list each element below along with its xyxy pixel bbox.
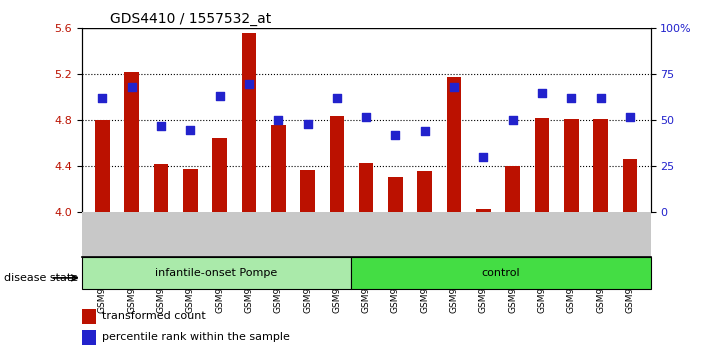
- Point: [272, 118, 284, 123]
- Bar: [271, 125, 286, 212]
- Text: disease state: disease state: [4, 273, 77, 283]
- Bar: [300, 170, 315, 212]
- Bar: [535, 118, 550, 212]
- Bar: [329, 116, 344, 212]
- Bar: [242, 33, 256, 212]
- Point: [155, 123, 166, 129]
- Point: [478, 154, 489, 160]
- Bar: [447, 77, 461, 212]
- Point: [243, 81, 255, 86]
- Bar: [154, 164, 169, 212]
- Point: [331, 96, 343, 101]
- Bar: [417, 171, 432, 212]
- Point: [595, 96, 606, 101]
- Point: [126, 84, 137, 90]
- Bar: [476, 209, 491, 212]
- Bar: [506, 166, 520, 212]
- Point: [360, 114, 372, 120]
- Point: [419, 129, 430, 134]
- Point: [214, 93, 225, 99]
- Bar: [623, 160, 637, 212]
- Bar: [388, 177, 403, 212]
- Point: [97, 96, 108, 101]
- Bar: [213, 138, 227, 212]
- Point: [536, 90, 547, 96]
- Point: [185, 127, 196, 132]
- Point: [624, 114, 636, 120]
- Bar: [564, 119, 579, 212]
- Text: transformed count: transformed count: [102, 311, 205, 321]
- Bar: [82, 330, 96, 345]
- Point: [566, 96, 577, 101]
- Bar: [95, 120, 109, 212]
- Point: [302, 121, 314, 127]
- Bar: [594, 119, 608, 212]
- Bar: [82, 257, 351, 289]
- Bar: [82, 309, 96, 324]
- Text: infantile-onset Pompe: infantile-onset Pompe: [156, 268, 277, 278]
- Point: [449, 84, 460, 90]
- Bar: [124, 72, 139, 212]
- Text: percentile rank within the sample: percentile rank within the sample: [102, 332, 289, 342]
- Text: GDS4410 / 1557532_at: GDS4410 / 1557532_at: [110, 12, 272, 26]
- Bar: [183, 169, 198, 212]
- Point: [390, 132, 401, 138]
- Point: [507, 118, 518, 123]
- Bar: [351, 257, 651, 289]
- Text: control: control: [481, 268, 520, 278]
- Bar: [359, 163, 373, 212]
